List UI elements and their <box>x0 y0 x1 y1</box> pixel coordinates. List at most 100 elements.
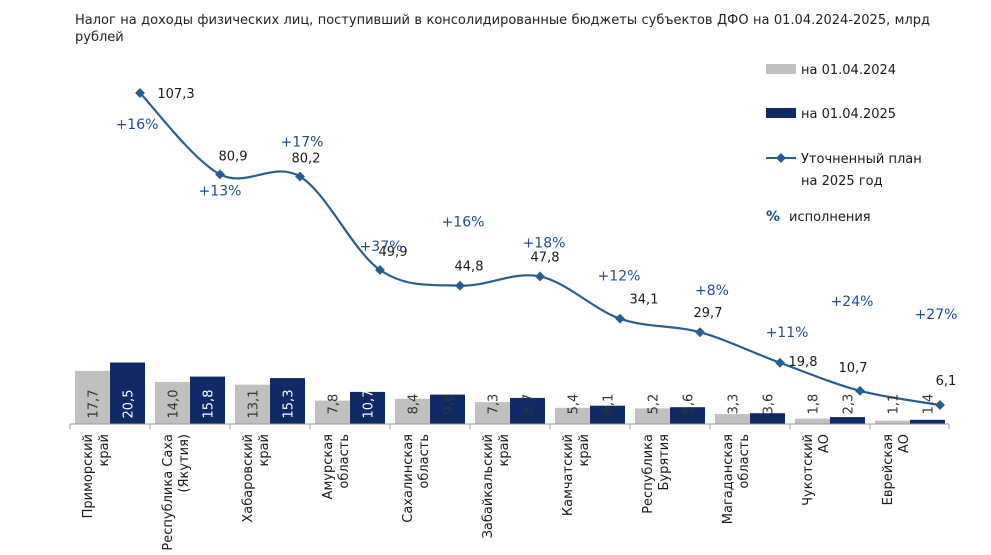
legend-label-2024: на 01.04.2024 <box>801 63 896 78</box>
bar-2025 <box>910 419 945 424</box>
bar-2024 <box>715 414 750 424</box>
bar-2025 <box>430 394 465 424</box>
category-label: Амурская <box>321 434 336 499</box>
category-label: Приморский <box>81 434 96 518</box>
bar-2024 <box>635 408 670 424</box>
plan-marker <box>615 313 625 324</box>
category-label: область <box>737 434 752 489</box>
bar-2025 <box>670 407 705 424</box>
bar-2025 <box>510 397 545 424</box>
plan-marker <box>855 385 865 396</box>
category-label: край <box>497 434 512 467</box>
plan-value-label: 44,8 <box>455 260 484 275</box>
bar-2024 <box>395 398 430 424</box>
plan-marker <box>455 280 465 291</box>
plan-marker <box>375 265 385 275</box>
plan-value-label: 47,8 <box>531 250 560 265</box>
category-label: АО <box>817 434 832 453</box>
category-label: Бурятия <box>657 434 672 491</box>
bar-label-2025: 15,8 <box>202 390 217 419</box>
bar-2025 <box>750 413 785 424</box>
category-label: область <box>337 434 352 489</box>
bar-label-2024: 7,3 <box>487 394 502 415</box>
bar-label-2024: 5,4 <box>567 394 582 415</box>
plan-value-label: 80,2 <box>292 152 321 167</box>
category-label: Чукотский <box>801 434 816 506</box>
legend-marker-plan <box>776 153 786 163</box>
bar-label-2024: 17,7 <box>87 390 102 419</box>
bars-group <box>75 362 945 424</box>
plan-value-label: 29,7 <box>694 306 723 321</box>
bar-label-2025: 10,7 <box>362 390 377 419</box>
plan-value-label: 49,9 <box>379 245 408 260</box>
percent-execution-label: +16% <box>116 117 159 133</box>
percent-execution-label: +13% <box>199 183 242 199</box>
bar-2025 <box>190 376 225 424</box>
bar-label-2024: 1,8 <box>807 394 822 415</box>
bar-2024 <box>75 370 110 424</box>
percent-execution-label: +27% <box>915 307 958 323</box>
plan-marker <box>215 169 225 180</box>
percent-execution-label: +37% <box>360 239 403 255</box>
bar-2024 <box>875 420 910 424</box>
plan-value-label: 10,7 <box>839 361 868 376</box>
plan-marker <box>135 88 145 98</box>
category-label: Сахалинская <box>401 434 416 523</box>
plan-marker <box>695 327 705 338</box>
category-label: Камчатский <box>561 434 576 516</box>
legend-percent-symbol: % <box>766 209 780 225</box>
bar-label-2025: 8,7 <box>522 394 537 415</box>
legend-percent-text: исполнения <box>789 210 871 225</box>
plan-value-label: 107,3 <box>157 87 194 102</box>
legend: на 01.04.2024 на 01.04.2025 Уточненный п… <box>766 63 922 225</box>
plan-value-label: 19,8 <box>789 355 818 370</box>
bar-label-2025: 9,8 <box>442 394 457 415</box>
category-label: АО <box>897 434 912 453</box>
bar-label-2024: 14,0 <box>167 390 182 419</box>
bar-label-2024: 8,4 <box>407 394 422 415</box>
percent-execution-label: +18% <box>523 235 566 251</box>
bar-label-2025: 1,4 <box>922 394 937 415</box>
percent-execution-label: +11% <box>766 325 809 341</box>
percent-execution-label: +16% <box>442 215 485 231</box>
bar-label-2025: 5,6 <box>682 394 697 415</box>
plan-value-label: 80,9 <box>219 149 248 164</box>
plan-marker <box>775 357 785 368</box>
plan-marker <box>935 400 945 410</box>
category-label: Республика <box>641 434 656 514</box>
plan-line-group <box>135 88 945 410</box>
category-label: Магаданская <box>721 434 736 524</box>
bar-2024 <box>795 418 830 424</box>
percent-execution-label: +8% <box>695 283 729 299</box>
percent-execution-label: +17% <box>281 135 324 151</box>
bar-2025 <box>350 391 385 424</box>
bar-2024 <box>155 382 190 424</box>
bar-label-2025: 15,3 <box>282 390 297 419</box>
legend-swatch-2024 <box>766 64 796 74</box>
bar-2025 <box>270 378 305 424</box>
plan-marker <box>295 171 305 182</box>
category-label: край <box>97 434 112 467</box>
bar-2024 <box>315 400 350 424</box>
bar-label-2024: 3,3 <box>727 394 742 415</box>
legend-swatch-2025 <box>766 108 796 118</box>
plan-marker <box>535 271 545 282</box>
category-label: Еврейская <box>881 434 896 505</box>
plan-value-label: 6,1 <box>936 374 957 389</box>
bar-2025 <box>830 417 865 424</box>
bar-2025 <box>110 362 145 424</box>
legend-label-plan-line1: Уточненный план <box>801 152 922 167</box>
bar-label-2025: 6,1 <box>602 394 617 415</box>
chart-title: Налог на доходы физических лиц, поступив… <box>75 13 930 45</box>
percent-execution-label: +24% <box>831 294 874 310</box>
category-label: край <box>257 434 272 467</box>
percent-execution-label: +12% <box>598 269 641 285</box>
x-axis: Приморский край Республика Саха (Якутия) Хаб… <box>69 423 950 551</box>
category-label: Забайкальский <box>481 434 496 538</box>
labels-group: 17,7 20,5 14,0 15,8 13,1 15,3 7,8 10,7 8,4 9,8 7,3… <box>87 87 958 418</box>
category-label: (Якутия) <box>177 434 192 493</box>
category-label: Республика Саха <box>161 434 176 551</box>
bar-2024 <box>235 384 270 424</box>
category-label: край <box>577 434 592 467</box>
